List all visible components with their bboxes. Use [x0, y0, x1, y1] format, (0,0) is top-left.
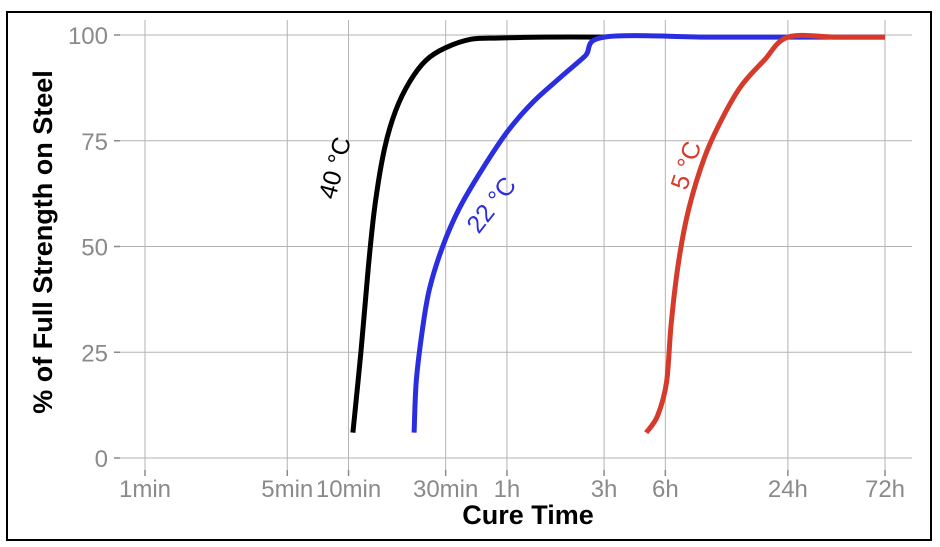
y-axis-ticks: 0 25 50 75 100	[68, 23, 120, 473]
series-label-40c: 40 °C	[314, 134, 357, 202]
x-tick-label: 24h	[768, 476, 808, 503]
x-axis-title: Cure Time	[462, 500, 594, 530]
series-label-22c: 22 °C	[461, 172, 522, 239]
series-line-5c	[644, 32, 885, 435]
grid-lines	[120, 20, 912, 470]
y-axis-title: % of Full Strength on Steel	[28, 70, 58, 414]
x-tick-label: 72h	[865, 476, 905, 503]
series-line-22c	[411, 33, 885, 433]
y-tick-label: 0	[95, 446, 108, 473]
y-tick-label: 50	[81, 235, 108, 262]
series-line-40c	[350, 34, 605, 433]
x-tick-label: 3h	[591, 476, 618, 503]
series-lines	[350, 32, 885, 435]
chart-frame	[6, 11, 932, 541]
x-tick-label: 10min	[316, 476, 381, 503]
x-tick-label: 30min	[413, 476, 478, 503]
x-axis-ticks: 1min 5min 10min 30min 1h 3h 6h 24h 72h	[119, 470, 905, 503]
y-tick-label: 75	[81, 129, 108, 156]
x-tick-label: 6h	[652, 476, 679, 503]
x-tick-label: 1min	[119, 476, 171, 503]
x-tick-label: 1h	[494, 476, 521, 503]
series-label-5c: 5 °C	[666, 138, 708, 193]
y-tick-label: 25	[81, 340, 108, 367]
x-tick-label: 5min	[261, 476, 313, 503]
y-tick-label: 100	[68, 23, 108, 50]
